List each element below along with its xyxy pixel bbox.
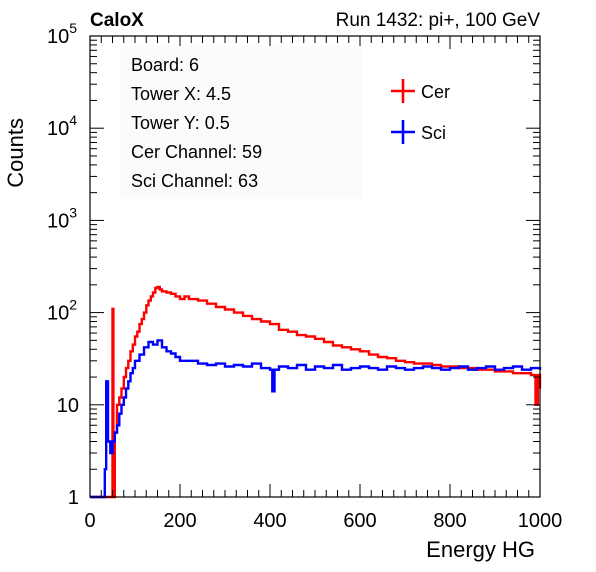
legend-label: Sci: [421, 123, 446, 143]
x-tick-label: 600: [343, 510, 376, 532]
info-line: Cer Channel: 59: [131, 142, 262, 162]
series-layer: [90, 285, 542, 499]
x-tick-label: 200: [163, 510, 196, 532]
y-tick-label: 104: [47, 112, 77, 140]
info-line: Tower X: 4.5: [131, 84, 231, 104]
x-tick-label: 0: [84, 510, 95, 532]
header-left: CaloX: [90, 10, 144, 31]
x-tick-label: 400: [253, 510, 286, 532]
y-axis-label: Counts: [3, 118, 28, 188]
y-axis: 1 10 102 103 104 105: [47, 20, 540, 509]
x-axis-label: Energy HG: [426, 537, 535, 562]
series-line-cer: [90, 285, 542, 499]
info-lines: Board: 6 Tower X: 4.5 Tower Y: 0.5 Cer Chan…: [131, 55, 262, 191]
legend-label: Cer: [421, 82, 450, 102]
legend: Cer Sci: [391, 79, 450, 144]
y-tick-label: 102: [47, 297, 77, 325]
x-tick-label: 1000: [518, 510, 563, 532]
info-line: Board: 6: [131, 55, 199, 75]
header-right: Run 1432: pi+, 100 GeV: [336, 10, 541, 31]
y-tick-label: 105: [47, 20, 77, 48]
info-line: Sci Channel: 63: [131, 171, 258, 191]
series-line-sci: [90, 339, 542, 499]
x-tick-label: 800: [433, 510, 466, 532]
y-tick-label: 103: [47, 204, 77, 232]
info-box: [120, 46, 362, 198]
y-tick-label: 10: [57, 395, 79, 417]
x-axis: 0 200 400 600 800 1000: [84, 36, 562, 532]
y-tick-label: 1: [68, 487, 79, 509]
info-line: Tower Y: 0.5: [131, 113, 230, 133]
